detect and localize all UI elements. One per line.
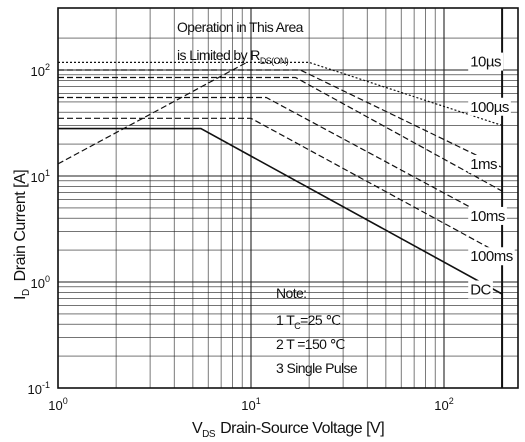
series-label: DC xyxy=(470,281,491,298)
series-label-background xyxy=(468,206,507,225)
annotation-line-2: is Limited by RDS(ON) xyxy=(177,47,289,66)
y-axis-subscript: D xyxy=(21,289,32,296)
x-tick-label-exponent: 2 xyxy=(449,396,454,406)
grid xyxy=(57,8,518,389)
series-label: 10ms xyxy=(470,208,505,225)
y-tick-label-exponent: 2 xyxy=(45,62,50,72)
y-axis-symbol: I xyxy=(12,296,29,300)
series-label-background xyxy=(468,97,511,116)
y-tick-label: 102 xyxy=(31,62,50,79)
y-tick-label-base: 10 xyxy=(31,64,45,79)
x-tick-label: 100 xyxy=(48,396,67,413)
y-tick-label-exponent: 1 xyxy=(45,168,50,178)
series-label-background xyxy=(468,280,493,299)
y-axis-text: Drain Current [A] xyxy=(12,170,29,282)
series-label: 100µs xyxy=(470,99,509,116)
x-axis-text: Drain-Source Voltage [V] xyxy=(220,420,384,437)
x-axis-symbol: V xyxy=(192,420,203,437)
series-label-background xyxy=(468,52,504,71)
y-tick-label: 101 xyxy=(31,168,50,185)
series-line-10ms xyxy=(58,96,503,388)
x-tick-label-base: 10 xyxy=(48,398,62,413)
y-tick-label-base: 10 xyxy=(28,382,42,397)
series-label: 10µs xyxy=(470,54,501,71)
annotation-line-2-text: is Limited by R xyxy=(177,47,260,63)
y-axis-label: ID Drain Current [A] xyxy=(12,170,32,300)
x-tick-label: 102 xyxy=(434,396,453,413)
note-item-2: 2 T =150 ℃ xyxy=(276,336,345,352)
series-line-1ms xyxy=(58,76,503,388)
y-tick-label-base: 10 xyxy=(31,276,45,291)
note-item-1-value: =25 ℃ xyxy=(300,312,340,328)
x-tick-label-base: 10 xyxy=(434,398,448,413)
note-title: Note: xyxy=(276,285,306,301)
x-axis-subscript: DS xyxy=(202,429,216,440)
x-tick-label-exponent: 1 xyxy=(256,396,261,406)
annotation-line-1: Operation in This Area xyxy=(177,19,304,35)
y-tick-label: 10-1 xyxy=(28,380,50,397)
series-labels: 10µs 100µs 1ms 10ms 100ms DC xyxy=(468,52,515,299)
y-tick-label-base: 10 xyxy=(31,170,45,185)
x-tick-label-exponent: 0 xyxy=(63,396,68,406)
series-label: 100ms xyxy=(470,248,513,265)
x-tick-label-base: 10 xyxy=(241,398,255,413)
x-tick-label: 101 xyxy=(241,396,260,413)
plot-frame xyxy=(57,7,519,389)
note-item-3: 3 Single Pulse xyxy=(276,360,358,376)
note-item-1-subscript: C xyxy=(294,321,301,331)
note-item-1: 1 TC=25 ℃ xyxy=(276,312,340,331)
series-label-background xyxy=(468,154,500,173)
y-tick-label-exponent: 0 xyxy=(45,274,50,284)
annotation-line-2-subscript: DS(ON) xyxy=(260,56,289,66)
y-tick-label-exponent: -1 xyxy=(42,380,50,390)
series-label-background xyxy=(468,247,515,266)
y-tick-label: 100 xyxy=(31,274,50,291)
note-item-1-text: 1 T xyxy=(276,312,295,328)
series-label: 1ms xyxy=(470,156,497,173)
x-axis-label: VDS Drain-Source Voltage [V] xyxy=(192,420,384,440)
